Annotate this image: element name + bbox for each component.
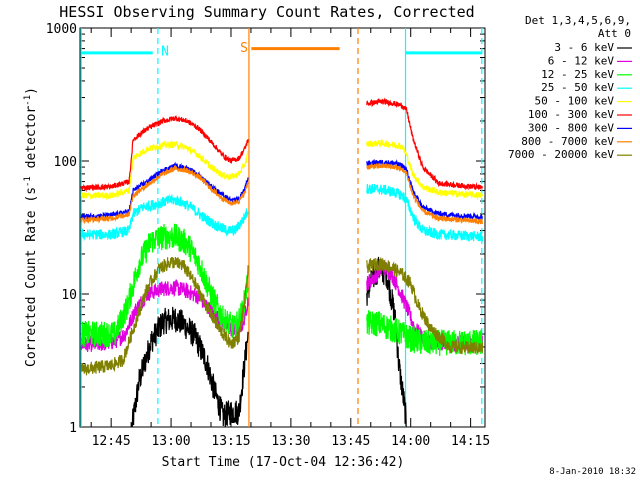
y-tick-label: 1000: [46, 22, 77, 37]
x-tick-labels: 12:45 13:00 13:15 13:30 13:45 14:00 14:15: [92, 434, 491, 449]
series-line: [366, 257, 484, 355]
series-line: [131, 306, 249, 427]
legend-header-line-2: Att 0: [598, 27, 631, 40]
marker-annotation: N: [161, 44, 169, 59]
series-line: [366, 161, 484, 225]
y-axis-label: Corrected Count Rate (s-1 detector-1): [23, 87, 39, 367]
series-line: [366, 138, 483, 201]
y-tick-label: 100: [54, 155, 77, 170]
series-line: [80, 223, 249, 348]
y-axis-label-sup-1: -1: [23, 176, 33, 187]
legend-label: 6 - 12 keV: [548, 54, 615, 67]
series-line: [80, 139, 249, 201]
legend-label: 800 - 7000 keV: [521, 135, 614, 148]
y-axis-label-part-2: detector: [24, 106, 39, 177]
vertical-markers: [80, 28, 483, 427]
series-line: [80, 164, 249, 225]
y-axis-label-sup-2: -1: [23, 95, 33, 106]
x-tick-label: 13:00: [151, 434, 190, 449]
legend-label: 7000 - 20000 keV: [508, 148, 614, 161]
y-tick-label: 10: [61, 288, 77, 303]
legend-header-line-1: Det 1,3,4,5,6,9,: [525, 14, 631, 27]
x-tick-label: 14:00: [391, 434, 430, 449]
x-tick-label: 13:30: [271, 434, 310, 449]
x-tick-label: 13:15: [211, 434, 250, 449]
x-tick-label: 12:45: [92, 434, 131, 449]
x-tick-label: 13:45: [331, 434, 370, 449]
plot-area: [79, 27, 486, 428]
y-axis-label-part-1: Corrected Count Rate (s: [24, 187, 39, 367]
y-axis-label-part-3: ): [24, 87, 39, 95]
y-tick-label: 1: [69, 421, 77, 436]
series-line: [366, 97, 484, 191]
legend-label: 100 - 300 keV: [528, 108, 614, 121]
legend-label: 3 - 6 keV: [554, 41, 614, 54]
legend-label: 300 - 800 keV: [528, 121, 614, 134]
legend-label: 12 - 25 keV: [541, 68, 614, 81]
series-line: [366, 183, 484, 242]
legend-label: 50 - 100 keV: [535, 95, 615, 108]
series-line: [80, 193, 249, 242]
series-line: [80, 256, 249, 376]
chart-title: HESSI Observing Summary Count Rates, Cor…: [59, 3, 474, 21]
legend-label: 25 - 50 keV: [541, 81, 614, 94]
x-axis-label: Start Time (17-Oct-04 12:36:42): [162, 455, 405, 470]
x-tick-label: 14:15: [451, 434, 490, 449]
marker-annotation: S: [240, 41, 248, 56]
generated-date: 8-Jan-2010 18:32: [549, 467, 636, 477]
y-tick-labels: 1 10 100 1000: [46, 22, 77, 436]
series-line: [80, 114, 249, 193]
series-lines: [80, 97, 484, 427]
